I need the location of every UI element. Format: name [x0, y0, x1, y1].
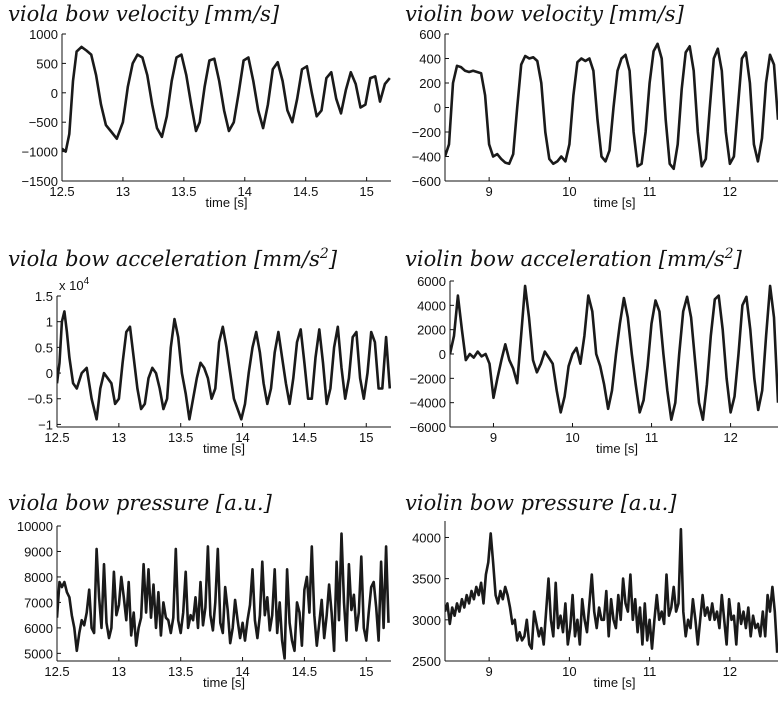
y-tick-label: 600 — [419, 27, 441, 42]
y-tick-label: −400 — [412, 150, 441, 165]
panel-title: viola bow velocity [mm/s] — [8, 2, 280, 26]
panel-title: viola bow pressure [a.u.] — [8, 491, 273, 515]
y-tick-label: 0 — [434, 101, 441, 116]
y-tick-label: 8000 — [24, 570, 53, 585]
y-tick-label: 0 — [46, 366, 53, 381]
x-tick-label: 11 — [645, 430, 659, 445]
y-tick-label: 400 — [419, 52, 441, 67]
y-tick-label: −1000 — [21, 145, 58, 160]
x-tick-label: 13 — [116, 184, 130, 199]
y-tick-label: 1.5 — [35, 289, 53, 304]
y-tick-label: 6000 — [24, 621, 53, 636]
panel-violin-acceleration: violin bow acceleration [mm/s2] 6000 4000 2… — [405, 246, 778, 456]
y-tick-label: −6000 — [409, 420, 446, 435]
y-tick-label: 5000 — [24, 646, 53, 661]
series-line — [57, 310, 391, 421]
x-tick-label: 14 — [235, 664, 249, 679]
y-tick-label: 1000 — [29, 27, 58, 42]
x-tick-label: 14.5 — [292, 430, 317, 445]
series-line — [62, 45, 391, 153]
x-tick-label: 9 — [486, 664, 493, 679]
y-tick-label: 0.5 — [35, 340, 53, 355]
x-tick-label: 12.5 — [49, 184, 74, 199]
y-tick-label: 4000 — [417, 298, 446, 313]
x-tick-label: 11 — [643, 184, 657, 199]
y-tick-label: −1 — [38, 417, 53, 432]
y-tick-label: 6000 — [417, 274, 446, 289]
panel-title: violin bow acceleration [mm/s2] — [405, 246, 743, 271]
x-tick-label: 12.5 — [44, 664, 69, 679]
y-tick-label: 0 — [51, 86, 58, 101]
x-tick-label: 14.5 — [293, 184, 318, 199]
series-line — [450, 284, 778, 421]
x-tick-label: 14 — [238, 184, 252, 199]
panel-title: viola bow acceleration [mm/s2] — [8, 246, 338, 271]
series-line — [445, 42, 778, 171]
y-tick-label: −2000 — [409, 371, 446, 386]
y-tick-label: 0 — [439, 347, 446, 362]
x-tick-label: 15 — [359, 664, 373, 679]
x-tick-label: 14.5 — [292, 664, 317, 679]
y-tick-label: 3500 — [412, 572, 441, 587]
x-tick-label: 13 — [112, 664, 126, 679]
x-tick-label: 10 — [565, 430, 579, 445]
x-tick-label: 10 — [562, 664, 576, 679]
y-multiplier-label: x 104 — [59, 276, 90, 293]
x-tick-label: 10 — [562, 184, 576, 199]
x-tick-label: 12 — [723, 664, 737, 679]
y-tick-label: −500 — [29, 115, 58, 130]
x-tick-label: 13.5 — [171, 184, 196, 199]
x-tick-label: 13.5 — [168, 430, 193, 445]
x-tick-label: 9 — [490, 430, 497, 445]
y-tick-label: 2000 — [417, 323, 446, 338]
x-tick-label: 12 — [723, 184, 737, 199]
x-tick-label: 14 — [235, 430, 249, 445]
x-axis-label: time [s] — [206, 195, 248, 210]
y-tick-label: 10000 — [17, 519, 53, 534]
x-tick-label: 15 — [359, 184, 373, 199]
panel-title: violin bow velocity [mm/s] — [405, 2, 685, 26]
x-axis-label: time [s] — [594, 195, 636, 210]
x-tick-label: 13.5 — [168, 664, 193, 679]
y-tick-label: 4000 — [412, 530, 441, 545]
y-tick-label: 7000 — [24, 595, 53, 610]
y-tick-label: 500 — [36, 56, 58, 71]
x-tick-label: 11 — [643, 664, 657, 679]
x-tick-label: 9 — [486, 184, 493, 199]
y-tick-label: 1 — [46, 315, 53, 330]
x-axis-label: time [s] — [596, 441, 638, 456]
x-tick-label: 13 — [112, 430, 126, 445]
y-tick-label: 3000 — [412, 613, 441, 628]
panel-viola-acceleration: viola bow acceleration [mm/s2] 1.5 1 0.5 0 −0… — [8, 246, 391, 456]
y-tick-label: 200 — [419, 76, 441, 91]
x-axis-label: time [s] — [594, 675, 636, 690]
y-tick-label: −4000 — [409, 396, 446, 411]
series-line — [57, 532, 390, 660]
panel-violin-velocity: violin bow velocity [mm/s]600 400 200 0 −200… — [405, 2, 778, 210]
panel-violin-pressure: violin bow pressure [a.u.] 4000 3500 3000 25… — [405, 491, 778, 690]
y-tick-label: −200 — [412, 125, 441, 140]
y-tick-label: −0.5 — [27, 392, 53, 407]
x-tick-label: 15 — [359, 430, 373, 445]
x-axis-label: time [s] — [203, 441, 245, 456]
panel-viola-velocity: viola bow velocity [mm/s]1000 500 0 −500 −10… — [8, 2, 391, 210]
panel-viola-pressure: viola bow pressure [a.u.] 10000 9000 8000 70… — [8, 491, 391, 690]
y-tick-label: −600 — [412, 174, 441, 189]
x-tick-label: 12 — [723, 430, 737, 445]
y-tick-label: −1500 — [21, 174, 58, 189]
x-axis-label: time [s] — [203, 675, 245, 690]
panel-title: violin bow pressure [a.u.] — [405, 491, 677, 515]
series-line — [445, 527, 778, 653]
y-tick-label: 2500 — [412, 654, 441, 669]
x-tick-label: 12.5 — [44, 430, 69, 445]
y-tick-label: 9000 — [24, 544, 53, 559]
